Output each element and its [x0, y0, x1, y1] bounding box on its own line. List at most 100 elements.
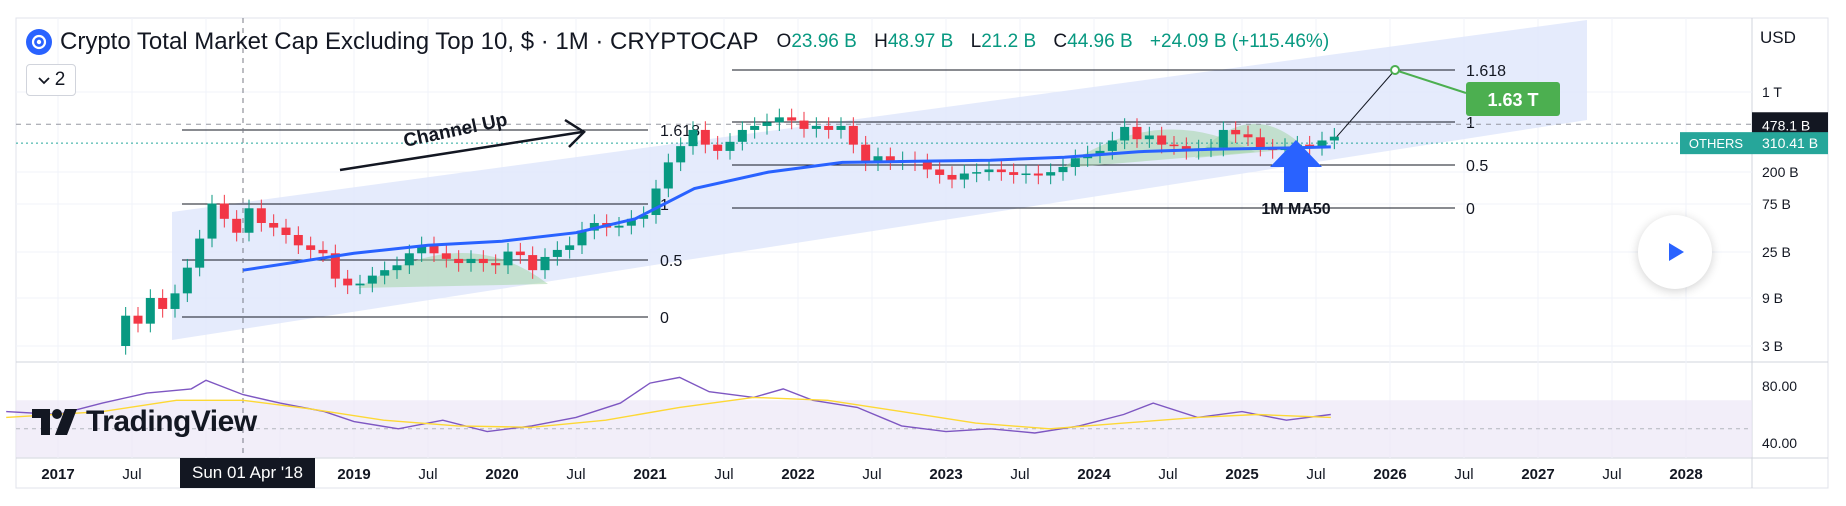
ma50-label: 1M MA50: [1261, 201, 1330, 218]
rsi-scale-tick: 40.00: [1762, 435, 1797, 451]
rsi-line: [6, 376, 1331, 434]
tradingview-logo[interactable]: TradingView: [32, 405, 257, 439]
time-axis-tick: Jul: [714, 466, 733, 483]
candle-body: [922, 162, 932, 170]
time-axis-tick: Jul: [1306, 466, 1325, 483]
candle-body: [959, 173, 969, 180]
candle-body: [133, 315, 143, 324]
candle-body: [774, 117, 784, 123]
high-key: H: [874, 31, 888, 52]
candle-body: [281, 227, 291, 235]
candle-body: [750, 125, 760, 130]
close-value: 44.96 B: [1067, 31, 1133, 52]
indicators-collapse-button[interactable]: 2: [26, 64, 76, 96]
price-scale-tick: 1 T: [1762, 84, 1782, 100]
candle-body: [972, 172, 982, 174]
candle-body: [454, 258, 464, 264]
open-value: 23.96 B: [791, 31, 857, 52]
candle-body: [528, 255, 538, 271]
others-tag-label: OTHERS: [1689, 136, 1744, 151]
play-icon: [1669, 243, 1684, 261]
time-axis-tick: Jul: [418, 466, 437, 483]
candle-body: [1317, 140, 1327, 147]
time-axis-tick: 2022: [781, 466, 814, 483]
candle-body: [873, 156, 883, 163]
candle-body: [1107, 140, 1117, 151]
channel-up-fill: [172, 20, 1587, 340]
symbol-title[interactable]: Crypto Total Market Cap Excluding Top 10…: [60, 28, 759, 55]
candle-body: [996, 169, 1006, 173]
current-price-tag: 478.1 B: [1762, 117, 1810, 133]
fib-right-level-label: 1.618: [1466, 63, 1506, 80]
candle-body: [355, 283, 365, 286]
candle-body: [1021, 173, 1031, 176]
currency-label[interactable]: USD: [1760, 28, 1796, 47]
candle-body: [688, 129, 698, 147]
time-axis-tick: 2027: [1521, 466, 1554, 483]
cryptocap-logo-icon: [26, 29, 52, 55]
candle-body: [503, 251, 513, 266]
time-axis-tick: Jul: [862, 466, 881, 483]
high-value: 48.97 B: [887, 31, 954, 52]
time-axis-tick: 2024: [1077, 466, 1111, 483]
time-axis-tick: Jul: [1158, 466, 1177, 483]
open-key: O: [776, 31, 792, 52]
candle-body: [1070, 158, 1080, 167]
candle-body: [1181, 146, 1191, 151]
channel-up-arrow-head: [564, 118, 586, 148]
candle-body: [614, 225, 624, 228]
ma50-line: [242, 145, 1331, 272]
candle-body: [441, 253, 451, 259]
candle-body: [552, 249, 562, 257]
candle-body: [626, 218, 636, 226]
candle-body: [811, 125, 821, 129]
time-axis-tick: 2021: [633, 466, 666, 483]
candle-body: [589, 222, 599, 231]
price-scale-tick: 25 B: [1762, 244, 1791, 260]
fib-right-level-label: 1: [1466, 115, 1475, 132]
tradingview-logo-icon: [32, 409, 77, 435]
candle-body: [306, 245, 316, 250]
price-scale-tick: 200 B: [1762, 164, 1799, 180]
candle-body: [836, 125, 846, 130]
close-key: C: [1053, 31, 1068, 52]
candle-body: [935, 169, 945, 175]
candle-body: [787, 117, 797, 121]
candle-body: [367, 275, 377, 284]
target-connector-line: [1394, 69, 1467, 94]
ma50-arrow-shaft: [1284, 162, 1308, 192]
fib-right-level-label: 0.5: [1466, 158, 1488, 175]
candle-body: [885, 156, 895, 162]
candle-body: [404, 253, 414, 266]
projection-line: [1336, 69, 1396, 137]
candle-body: [824, 125, 834, 130]
candle-body: [565, 245, 575, 250]
candle-body: [577, 230, 587, 246]
replay-button[interactable]: [1638, 215, 1712, 289]
time-axis-tick: 2020: [485, 466, 518, 483]
time-axis-tick: Jul: [566, 466, 585, 483]
ohlc-readout: O23.96 B H48.97 B L21.2 B C44.96 B +24.0…: [777, 31, 1330, 53]
candle-body: [1169, 144, 1179, 147]
time-axis-tick: 2017: [41, 466, 74, 483]
candle-body: [1009, 172, 1019, 175]
fib-left-level-label: 1: [660, 197, 669, 214]
candle-body: [343, 278, 353, 286]
candle-body: [219, 203, 229, 219]
candle-body: [663, 162, 673, 189]
candle-body: [947, 174, 957, 180]
candle-body: [380, 270, 390, 276]
candle-body: [293, 234, 303, 246]
candle-body: [725, 141, 735, 151]
time-axis-tick: Jul: [1010, 466, 1029, 483]
candle-body: [145, 297, 155, 324]
low-key: L: [970, 31, 982, 52]
price-scale-tick: 75 B: [1762, 196, 1791, 212]
time-axis-tick: 2019: [337, 466, 370, 483]
candle-body: [244, 208, 254, 233]
candle-body: [651, 188, 661, 216]
candle-body: [1243, 134, 1253, 138]
fib-left-level-label: 0: [660, 310, 669, 327]
